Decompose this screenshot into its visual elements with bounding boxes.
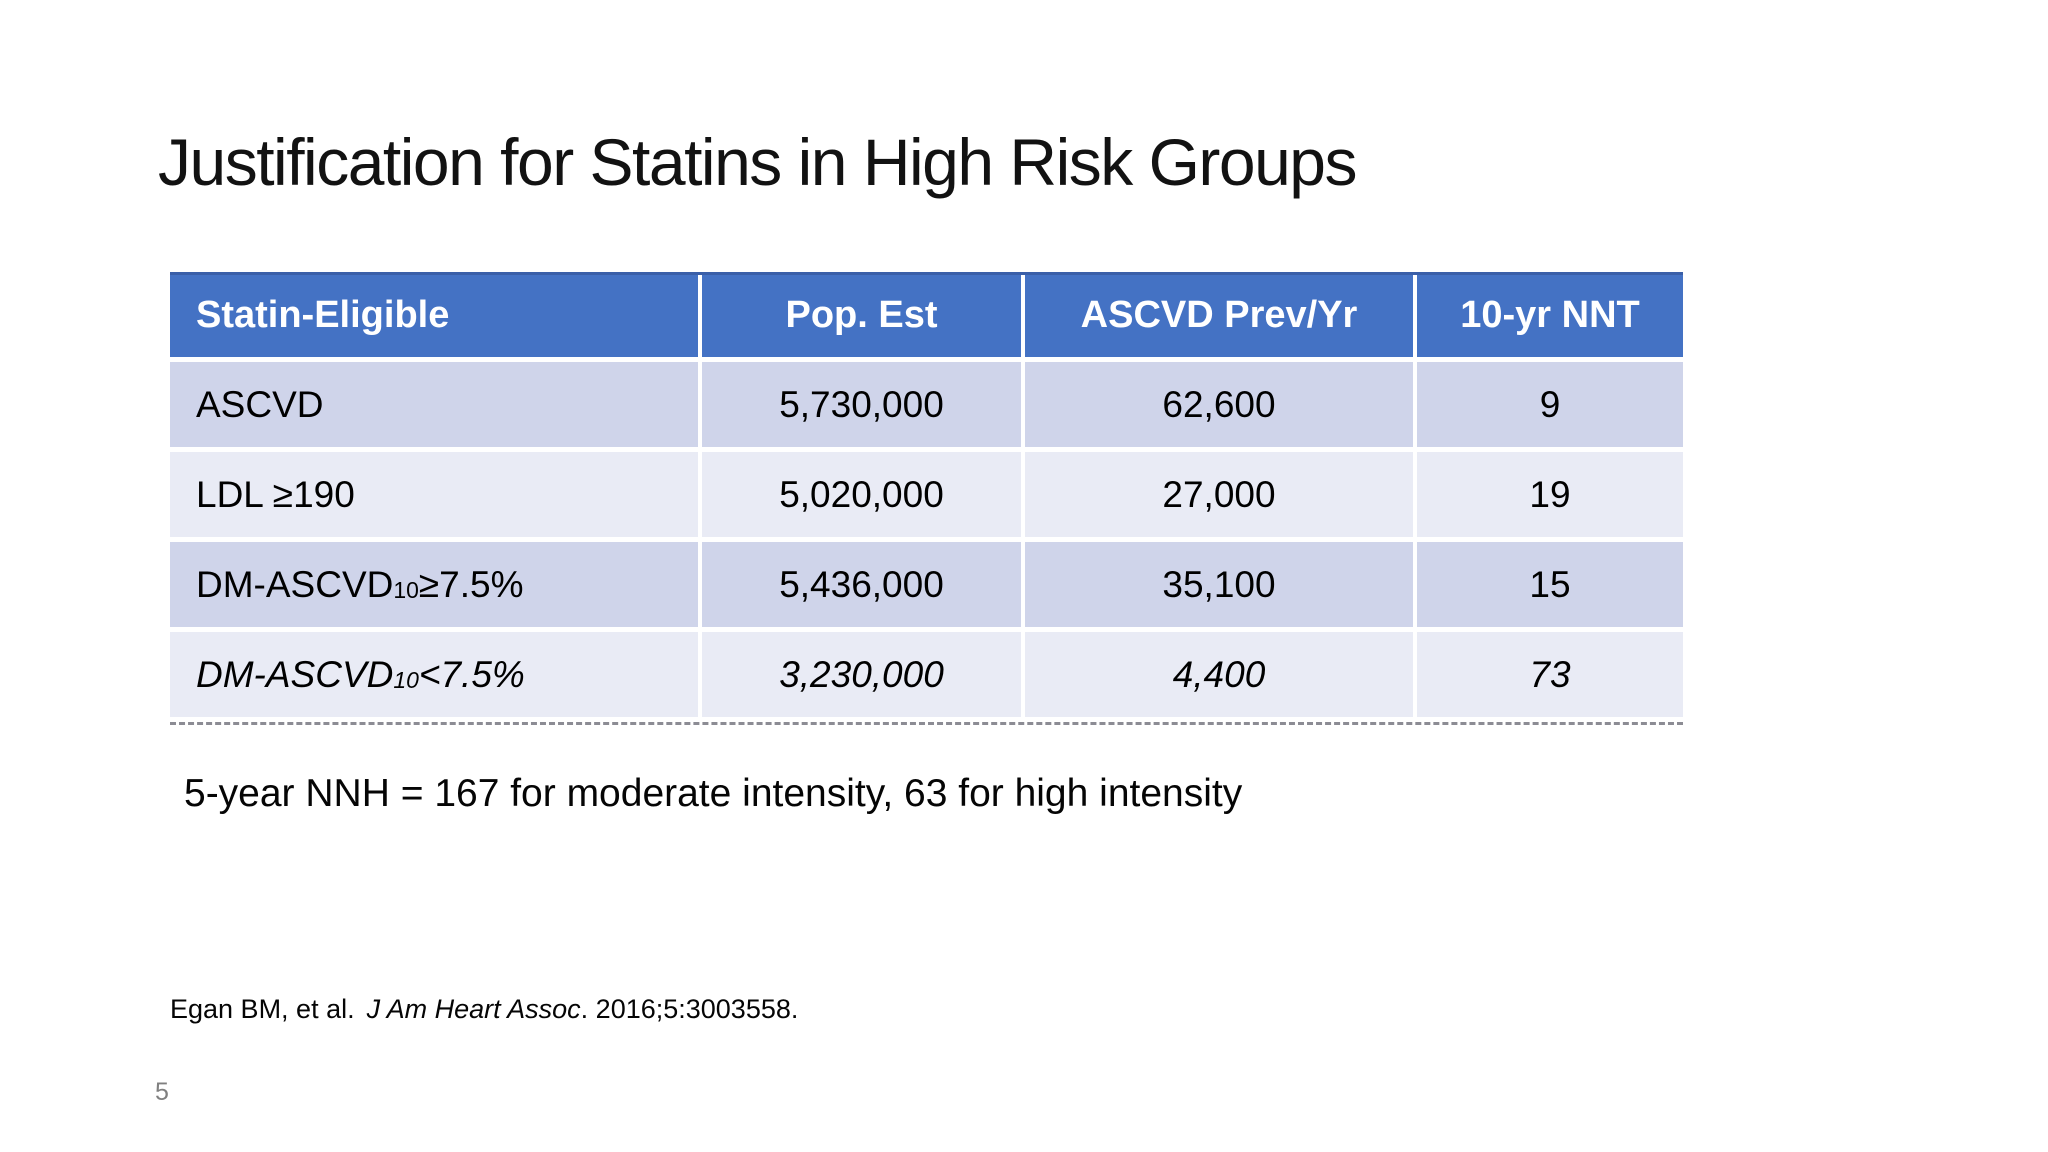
column-header-10yr-nnt: 10-yr NNT bbox=[1417, 272, 1683, 357]
table-cell-10yr-nnt: 9 bbox=[1417, 362, 1683, 447]
row-label-suffix: ≥7.5% bbox=[418, 564, 524, 605]
row-label-text: ASCVD bbox=[196, 384, 324, 425]
column-header-pop-est: Pop. Est bbox=[702, 272, 1021, 357]
row-label-suffix: <7.5% bbox=[418, 654, 525, 695]
table-bottom-divider bbox=[170, 722, 1683, 725]
table-cell-pop-est: 5,436,000 bbox=[702, 542, 1021, 627]
table-cell-ascvd-prev-yr: 27,000 bbox=[1025, 452, 1413, 537]
citation-authors: Egan BM, et al. bbox=[170, 994, 355, 1024]
table-cell-row-label: LDL ≥190 bbox=[170, 452, 698, 537]
table-cell-ascvd-prev-yr: 4,400 bbox=[1025, 632, 1413, 717]
column-header-ascvd-prev-yr: ASCVD Prev/Yr bbox=[1025, 272, 1413, 357]
citation-journal: J Am Heart Assoc bbox=[366, 994, 581, 1024]
table-cell-ascvd-prev-yr: 35,100 bbox=[1025, 542, 1413, 627]
table-cell-10yr-nnt: 15 bbox=[1417, 542, 1683, 627]
citation: Egan BM, et al. J Am Heart Assoc. 2016;5:… bbox=[170, 994, 798, 1025]
statin-table-grid: Statin-Eligible Pop. Est ASCVD Prev/Yr 1… bbox=[170, 272, 1683, 717]
statin-table: Statin-Eligible Pop. Est ASCVD Prev/Yr 1… bbox=[170, 272, 1683, 725]
column-header-statin-eligible: Statin-Eligible bbox=[170, 272, 698, 357]
row-label-text: DM-ASCVD bbox=[196, 654, 394, 695]
table-cell-10yr-nnt: 19 bbox=[1417, 452, 1683, 537]
nnh-note: 5-year NNH = 167 for moderate intensity,… bbox=[184, 772, 1243, 815]
table-cell-row-label: DM-ASCVD 10 <7.5% bbox=[170, 632, 698, 717]
table-cell-pop-est: 3,230,000 bbox=[702, 632, 1021, 717]
row-label-text: DM-ASCVD bbox=[196, 564, 394, 605]
table-cell-ascvd-prev-yr: 62,600 bbox=[1025, 362, 1413, 447]
table-cell-10yr-nnt: 73 bbox=[1417, 632, 1683, 717]
row-label-subscript: 10 bbox=[393, 667, 419, 694]
table-cell-pop-est: 5,730,000 bbox=[702, 362, 1021, 447]
citation-volume: . 2016;5:3003558. bbox=[580, 994, 799, 1024]
page-number: 5 bbox=[155, 1078, 169, 1106]
slide-title: Justification for Statins in High Risk G… bbox=[158, 125, 1358, 199]
row-label-text: LDL ≥190 bbox=[196, 474, 355, 515]
table-cell-pop-est: 5,020,000 bbox=[702, 452, 1021, 537]
table-cell-row-label: ASCVD bbox=[170, 362, 698, 447]
table-cell-row-label: DM-ASCVD 10 ≥7.5% bbox=[170, 542, 698, 627]
row-label-subscript: 10 bbox=[393, 577, 419, 604]
